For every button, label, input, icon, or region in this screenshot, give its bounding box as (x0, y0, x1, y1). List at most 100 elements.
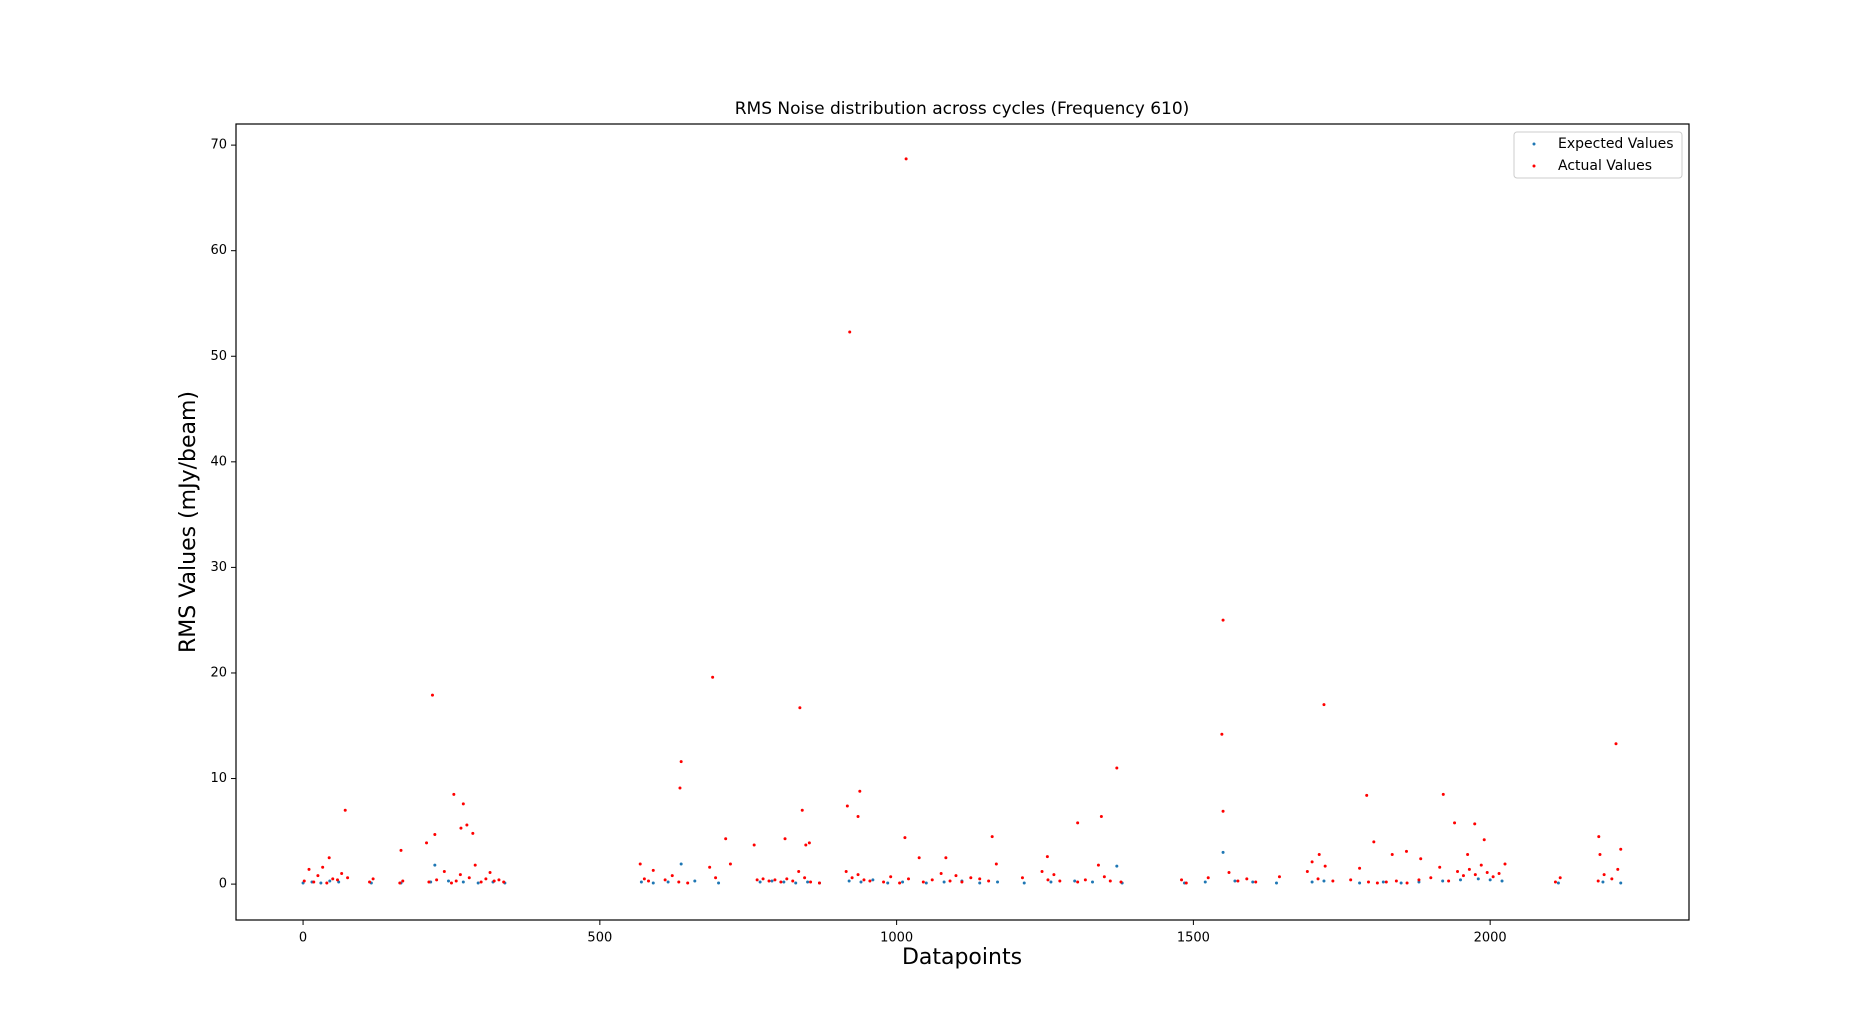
point (425, 841, 429, 845)
x-tick-label: 1500 (1177, 931, 1210, 946)
point (978, 877, 982, 881)
point (990, 835, 994, 839)
point (724, 837, 728, 841)
point (1447, 879, 1451, 883)
point (1073, 879, 1077, 883)
point (845, 804, 849, 808)
point (398, 881, 402, 885)
point (1596, 879, 1600, 883)
point (1598, 853, 1602, 857)
point (948, 879, 952, 883)
point (465, 823, 469, 827)
point (484, 877, 488, 881)
point (803, 876, 807, 880)
point (461, 880, 465, 884)
point (346, 876, 350, 880)
point (856, 815, 860, 819)
point (728, 862, 732, 866)
point (1453, 821, 1457, 825)
point (1375, 881, 1379, 885)
point (770, 879, 774, 883)
point (343, 808, 347, 812)
point (459, 826, 463, 830)
point (901, 880, 905, 884)
point (809, 880, 813, 884)
point (714, 876, 718, 880)
point (924, 881, 928, 885)
point (848, 330, 852, 334)
point (1102, 875, 1106, 879)
point (1040, 869, 1044, 873)
point (871, 878, 875, 882)
point (954, 874, 958, 878)
y-tick-label: 70 (210, 138, 227, 153)
point (1331, 879, 1335, 883)
point (1456, 869, 1460, 873)
x-tick-label: 0 (299, 931, 307, 946)
point (917, 856, 921, 860)
point (782, 880, 786, 884)
point (807, 841, 811, 845)
point (677, 880, 681, 884)
point (651, 881, 655, 885)
point (773, 878, 777, 882)
point (1485, 870, 1489, 874)
point (1619, 847, 1623, 851)
point (302, 879, 306, 883)
point (492, 879, 496, 883)
legend-label: Actual Values (1558, 158, 1652, 174)
point (1251, 880, 1255, 884)
y-tick-label: 50 (210, 349, 227, 364)
point (454, 879, 458, 883)
point (458, 873, 462, 877)
point (1310, 880, 1314, 884)
point (401, 879, 405, 883)
point (642, 877, 646, 881)
point (987, 879, 991, 883)
point (1394, 879, 1398, 883)
point (889, 875, 893, 879)
point (882, 880, 886, 884)
point (666, 880, 670, 884)
point (446, 879, 450, 883)
point (1322, 703, 1326, 707)
point (686, 881, 690, 885)
point (1236, 879, 1240, 883)
point (1045, 855, 1049, 859)
point (679, 862, 683, 866)
point (800, 808, 804, 812)
point (942, 880, 946, 884)
point (904, 157, 908, 161)
point (331, 877, 335, 881)
point (312, 880, 316, 884)
point (1052, 873, 1056, 877)
point (1083, 878, 1087, 882)
point (856, 873, 860, 877)
point (1365, 793, 1369, 797)
point (1076, 821, 1080, 825)
point (452, 792, 456, 796)
point (467, 876, 471, 880)
point (1305, 869, 1309, 873)
point (327, 856, 331, 860)
point (779, 880, 783, 884)
point (316, 874, 320, 878)
y-tick-label: 20 (210, 665, 227, 680)
point (921, 880, 925, 884)
point (1500, 879, 1504, 883)
point (783, 837, 787, 841)
point (708, 865, 712, 869)
point (693, 879, 697, 883)
point (328, 879, 332, 883)
point (711, 675, 715, 679)
point (1233, 879, 1237, 883)
point (817, 881, 821, 885)
point (758, 880, 762, 884)
point (806, 880, 810, 884)
point (862, 878, 866, 882)
point (1384, 880, 1388, 884)
point (791, 879, 795, 883)
point (1317, 853, 1321, 857)
point (1473, 873, 1477, 877)
point (368, 880, 372, 884)
